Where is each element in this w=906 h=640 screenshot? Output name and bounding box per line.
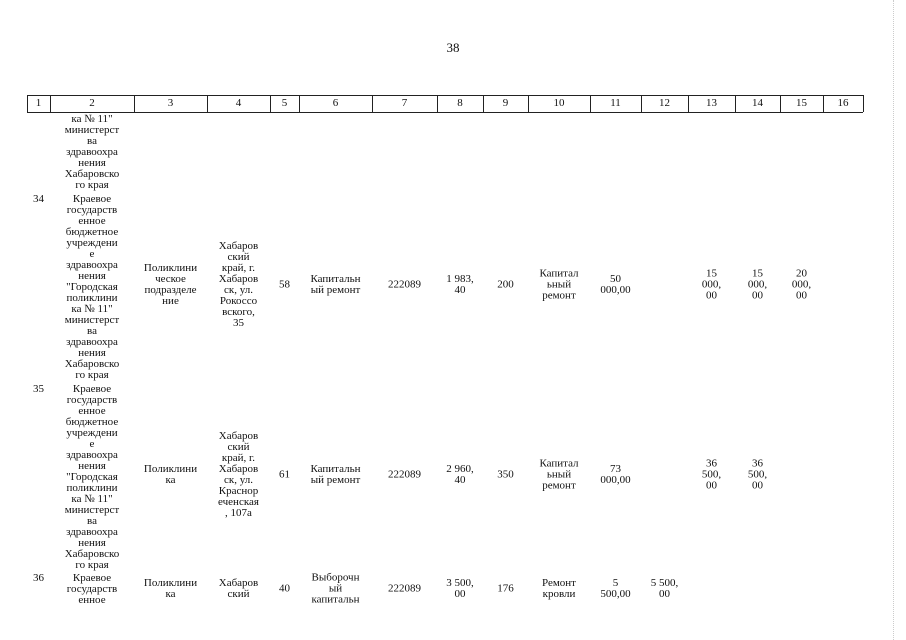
table-cell: 1 983, 40 [446,273,474,296]
table-cell: Капитальн ый ремонт [310,273,361,296]
header-cell: 8 [457,97,463,109]
table-cell: 222089 [388,582,421,595]
header-cell: 9 [502,97,509,109]
header-cell: 12 [659,97,670,109]
header-border [27,112,863,113]
table-cell: Краевое государств енное бюджетное учреж… [64,193,120,381]
table-cell: 20 000, 00 [791,267,812,302]
table-cell: 2 960, 40 [446,463,474,486]
table-cell: Капитальн ый ремонт [310,463,361,486]
table-cell: 200 [497,278,514,291]
row-number: 34 [33,193,44,205]
table-cell: Поликлини ческое подразделе ние [143,262,198,307]
header-border [528,95,529,112]
header-cell: 16 [837,97,849,109]
table-cell: Капитал ьный ремонт [539,267,579,302]
header-border [863,95,864,112]
table-cell: Поликлини ка [143,463,198,486]
table-cell: Краевое государств енное [66,572,118,606]
header-border [27,95,863,96]
row-number: 35 [33,383,44,395]
table-cell: Капитал ьный ремонт [539,457,579,492]
header-border [437,95,438,112]
header-border [299,95,300,112]
table-cell: 40 [279,582,290,595]
table-cell: 36 500, 00 [701,457,722,492]
header-border [134,95,135,112]
header-cell: 6 [332,97,339,109]
header-border [735,95,736,112]
header-border [270,95,271,112]
table-cell: Ремонт кровли [541,577,576,600]
header-border [483,95,484,112]
table-cell: 3 500, 00 [446,577,474,600]
header-border [641,95,642,112]
table-cell: Хабаров ский край, г. Хабаров ск, ул. Ро… [218,240,259,329]
table-cell: 176 [497,582,514,595]
table-cell: Краевое государств енное бюджетное учреж… [64,383,120,571]
table-cell: 5 500,00 [600,577,631,600]
table-cell: ка № 11" министерст ва здравоохра нения … [64,113,120,191]
table-cell: 58 [279,278,290,291]
table-cell: Хабаров ский [218,577,259,600]
header-cell: 13 [706,97,717,109]
header-cell: 11 [610,97,621,109]
table-cell: 15 000, 00 [747,267,768,302]
table-cell: Хабаров ский край, г. Хабаров ск, ул. Кр… [218,430,259,519]
header-border [207,95,208,112]
header-cell: 7 [401,97,408,109]
header-cell: 4 [235,97,242,109]
scan-edge [893,0,894,640]
page-number: 38 [446,40,460,55]
header-cell: 10 [553,97,565,109]
header-border [50,95,51,112]
header-border [27,95,28,112]
table-cell: Выборочн ый капитальн [311,571,360,606]
header-border [372,95,373,112]
table-cell: 5 500, 00 [650,577,679,600]
table-cell: 50 000,00 [600,273,631,296]
row-number: 36 [33,572,44,584]
header-cell: 15 [796,97,807,109]
header-cell: 14 [752,97,763,109]
table-cell: 36 500, 00 [747,457,768,492]
header-cell: 2 [89,97,95,109]
table-cell: 15 000, 00 [701,267,722,302]
header-cell: 3 [167,97,174,109]
header-border [823,95,824,112]
header-cell: 5 [281,97,288,109]
table-cell: Поликлини ка [143,577,198,600]
header-border [780,95,781,112]
table-cell: 73 000,00 [600,463,631,486]
header-border [688,95,689,112]
table-cell: 61 [279,468,290,481]
table-cell: 222089 [388,278,421,291]
header-cell: 1 [35,97,42,109]
header-border [590,95,591,112]
table-cell: 350 [497,468,514,481]
table-cell: 222089 [388,468,421,481]
